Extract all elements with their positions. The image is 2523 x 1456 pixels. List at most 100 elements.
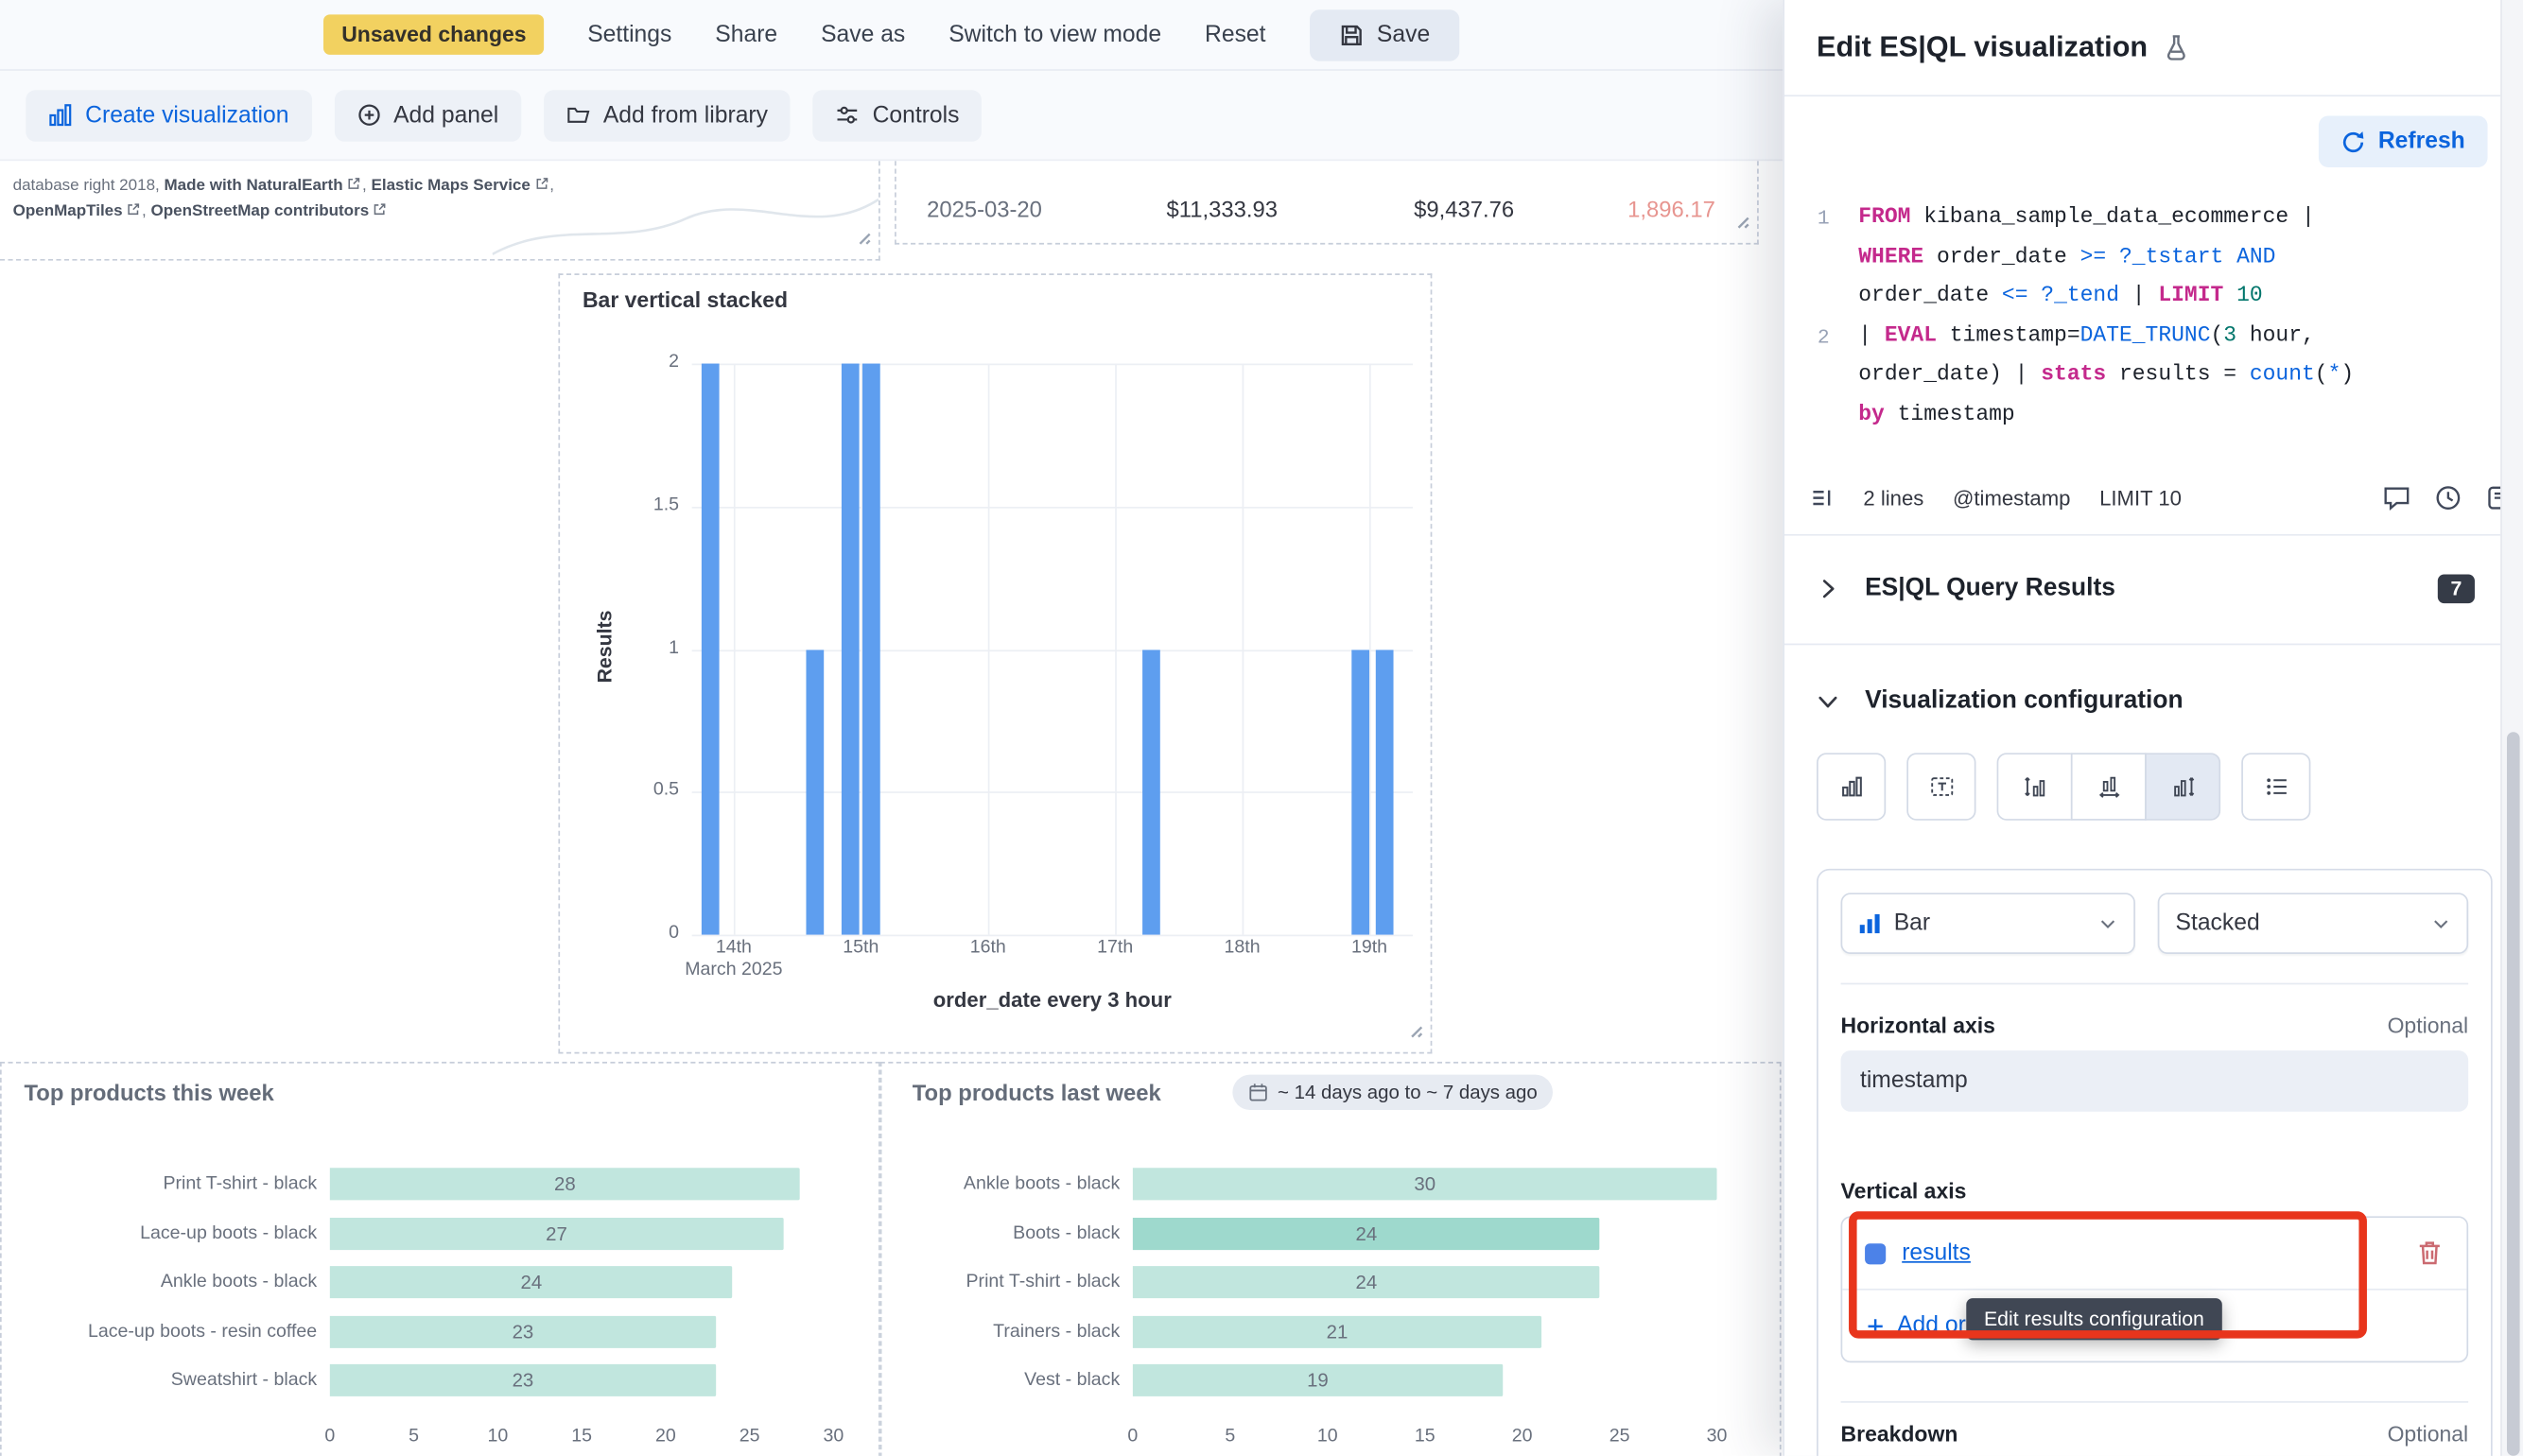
gridline (733, 363, 736, 935)
naturalearth-link[interactable]: Made with NaturalEarth (164, 177, 343, 195)
chart-type-select[interactable]: Bar (1840, 893, 2135, 955)
titles-text-button[interactable] (1906, 753, 1976, 821)
optional-label: Optional (2387, 1013, 2469, 1038)
esql-editor[interactable]: 1 FROM kibana_sample_data_ecommerce | WHER… (1784, 199, 2502, 436)
visual-options-button[interactable] (1817, 753, 1887, 821)
bottom-axis-icon (2098, 776, 2119, 798)
legend-icon (2266, 778, 2287, 795)
value-label: 24 (1355, 1271, 1378, 1294)
bar (329, 1168, 800, 1201)
esql-query-results-section[interactable]: ES|QL Query Results 7 (1784, 553, 2500, 624)
resize-handle-icon[interactable] (855, 225, 873, 254)
horizontal-axis-field[interactable]: timestamp (1840, 1050, 2469, 1112)
settings-button[interactable]: Settings (587, 21, 672, 48)
divider (1784, 533, 2523, 536)
save-button-label: Save (1376, 21, 1431, 48)
table-cell-value: $9,437.76 (1414, 196, 1515, 222)
elastic-maps-service-link[interactable]: Elastic Maps Service (371, 177, 531, 195)
list-item: Ankle boots - black 30 (881, 1160, 1779, 1209)
code-text[interactable]: | EVAL timestamp=DATE_TRUNC(3 hour, order… (1858, 323, 2355, 427)
legend-button[interactable] (2241, 753, 2311, 821)
right-axis-button[interactable] (2145, 753, 2221, 821)
openmaptiles-link[interactable]: OpenMapTiles (12, 202, 123, 221)
editor-limit[interactable]: LIMIT 10 (2099, 485, 2182, 510)
vertical-axis-fields-box: results Add or drag-and-drop a field (1840, 1216, 2469, 1363)
value-label: 19 (1307, 1369, 1329, 1393)
editor-line: 1 FROM kibana_sample_data_ecommerce | WHER… (1784, 199, 2502, 318)
bottom-axis-button[interactable] (2070, 753, 2147, 821)
controls-button[interactable]: Controls (812, 89, 983, 141)
map-panel[interactable]: database right 2018, Made with NaturalEa… (0, 161, 880, 261)
bar (1375, 649, 1393, 935)
line-number: 2 (1817, 325, 1830, 349)
metrics-table-panel[interactable]: 2025-03-20 $11,333.93 $9,437.76 1,896.17 (895, 161, 1759, 245)
bar-track: 27 (329, 1217, 879, 1250)
y-tick-label: 0 (669, 923, 680, 944)
feedback-comment-icon[interactable] (2383, 483, 2410, 511)
attribution-text: , (142, 202, 151, 221)
openstreetmap-link[interactable]: OpenStreetMap contributors (150, 202, 370, 221)
value-label: 24 (1355, 1222, 1378, 1245)
reset-button[interactable]: Reset (1205, 21, 1266, 48)
save-button[interactable]: Save (1309, 9, 1459, 61)
delete-dimension-button[interactable] (2415, 1239, 2445, 1268)
share-button[interactable]: Share (715, 21, 778, 48)
chart-type-row: Bar Stacked (1840, 893, 2469, 955)
trash-icon (2419, 1241, 2440, 1265)
switch-to-view-mode-button[interactable]: Switch to view mode (948, 21, 1162, 48)
plus-icon (1865, 1315, 1886, 1336)
hbar-left-rows: Print T-shirt - black 28 Lace-up boots - b… (2, 1160, 879, 1405)
add-from-library-button[interactable]: Add from library (543, 89, 791, 141)
left-axis-button[interactable] (1996, 753, 2073, 821)
calendar-icon (1249, 1083, 1267, 1101)
scrollbar-thumb[interactable] (2506, 732, 2520, 1456)
bar-track: 21 (1132, 1315, 1780, 1348)
code-text[interactable]: FROM kibana_sample_data_ecommerce | WHERE… (1858, 205, 2315, 309)
save-as-button[interactable]: Save as (821, 21, 906, 48)
gridline (691, 649, 1413, 651)
resize-handle-icon[interactable] (1733, 209, 1751, 238)
panel-title: Top products last week (912, 1079, 1161, 1105)
editor-timestamp-field[interactable]: @timestamp (1952, 485, 2071, 510)
x-tick-label: 5 (1225, 1427, 1236, 1447)
left-axis-icon (2024, 777, 2044, 797)
add-panel-label: Add panel (393, 102, 499, 129)
x-tick-label: 30 (823, 1427, 844, 1447)
bar-track: 23 (329, 1364, 879, 1397)
add-panel-button[interactable]: Add panel (334, 89, 522, 141)
category-label: Vest - black (1024, 1371, 1121, 1391)
panel-title: Top products this week (24, 1079, 274, 1105)
bar-track: 24 (1132, 1266, 1780, 1299)
top-products-this-week-panel[interactable]: Top products this week Print T-shirt - b… (0, 1062, 880, 1456)
bar-vertical-stacked-panel[interactable]: Bar vertical stacked Results 0 0.5 1 1.5 2 1… (558, 273, 1433, 1054)
category-label: Lace-up boots - black (140, 1223, 318, 1243)
map-attribution-line-2: OpenMapTiles, OpenStreetMap contributors (13, 199, 554, 225)
visualization-configuration-section[interactable]: Visualization configuration (1784, 666, 2500, 737)
time-range-badge[interactable]: ~ 14 days ago to ~ 7 days ago (1232, 1074, 1554, 1111)
flyout-scrollbar[interactable] (2500, 0, 2523, 1456)
category-label: Sweatshirt - black (170, 1371, 318, 1391)
refresh-button[interactable]: Refresh (2318, 115, 2488, 167)
value-label: 21 (1326, 1320, 1348, 1343)
bar (1132, 1315, 1542, 1348)
chevron-right-icon[interactable] (1817, 578, 1839, 600)
top-products-last-week-panel[interactable]: Top products last week ~ 14 days ago to … (879, 1062, 1782, 1456)
hbar-right-rows: Ankle boots - black 30 Boots - black 24 Prin… (881, 1160, 1779, 1405)
stack-mode-select[interactable]: Stacked (2157, 893, 2469, 955)
stack-mode-value: Stacked (2175, 910, 2260, 937)
chevron-down-icon[interactable] (1817, 690, 1839, 713)
x-tick-label: 0 (1127, 1427, 1139, 1447)
category-label: Print T-shirt - black (163, 1174, 318, 1194)
bar-track: 30 (1132, 1168, 1780, 1201)
breakdown-label: Breakdown (1840, 1422, 1958, 1447)
results-dimension-row[interactable]: results (1842, 1218, 2467, 1291)
create-visualization-button[interactable]: Create visualization (26, 89, 312, 141)
chevron-down-icon (2431, 913, 2450, 932)
bar (1132, 1266, 1600, 1299)
bar (806, 649, 825, 935)
x-tick-label: 17th (1097, 937, 1134, 958)
resize-handle-icon[interactable] (1406, 1018, 1424, 1048)
query-history-icon[interactable] (2434, 483, 2462, 511)
value-label: 24 (520, 1271, 543, 1294)
results-field-link[interactable]: results (1902, 1239, 1971, 1267)
